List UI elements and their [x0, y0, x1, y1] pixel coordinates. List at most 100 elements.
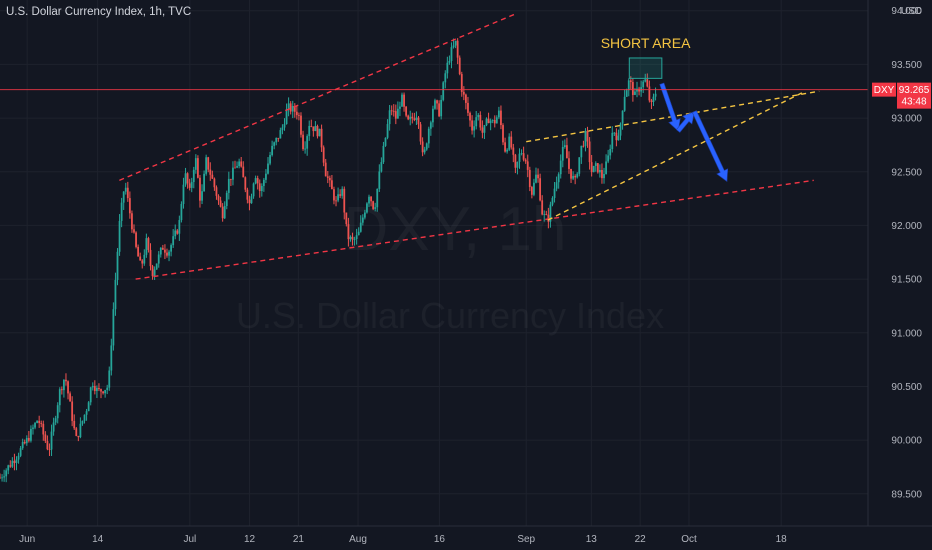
price-badge-symbol-box	[872, 82, 896, 97]
time-tick-label: 12	[244, 534, 256, 545]
candle-body	[343, 188, 346, 213]
candle-body	[44, 434, 47, 442]
candle-body	[291, 106, 294, 112]
candle-body	[23, 442, 26, 444]
candle-body	[225, 192, 228, 206]
time-tick-label: Aug	[349, 534, 367, 545]
candle-body	[601, 170, 603, 179]
candle-body	[460, 74, 463, 92]
candle-body	[17, 455, 20, 460]
candle-body	[153, 269, 156, 277]
candle-body	[508, 136, 511, 150]
candle-body	[423, 149, 426, 153]
candle-body	[217, 195, 220, 201]
candle-body	[539, 178, 542, 201]
candle-body	[617, 135, 620, 141]
candle-body	[120, 202, 123, 221]
candle-body	[279, 130, 282, 139]
candle-body	[592, 166, 595, 173]
candle-body	[543, 214, 546, 215]
candle-body	[139, 256, 142, 261]
candle-body	[557, 174, 560, 183]
time-axis[interactable]: Jun 14 Jul 12 21 Aug 16 Sep 13 22 Oct 18	[0, 525, 932, 545]
candle-body	[269, 155, 271, 164]
time-tick-label: 13	[586, 534, 598, 545]
time-tick-label: Oct	[681, 534, 697, 545]
candle-body	[541, 200, 544, 215]
candle-body	[87, 402, 90, 412]
candle-body	[157, 254, 160, 264]
candle-body	[353, 239, 356, 240]
candle-body	[535, 174, 537, 183]
candle-body	[98, 388, 100, 390]
price-badge-price: 93.265	[899, 85, 930, 96]
candle-body	[372, 201, 375, 209]
candle-body	[623, 96, 626, 111]
short-area-box[interactable]	[628, 57, 663, 79]
candle-body	[382, 145, 385, 163]
candle-body	[648, 86, 651, 101]
candle-body	[93, 385, 96, 391]
channel-lower-line	[135, 179, 814, 280]
candle-body	[227, 178, 230, 193]
candle-body	[458, 57, 461, 75]
candle-body	[30, 428, 32, 441]
candle-body	[621, 110, 624, 124]
candle-body	[586, 130, 589, 142]
candle-body	[67, 381, 69, 394]
candle-body	[116, 251, 119, 280]
candle-body	[52, 422, 55, 432]
time-tick-label: 21	[293, 534, 305, 545]
candle-body	[104, 390, 107, 394]
short-zone-annotation[interactable]: SHORT AREA	[601, 35, 691, 79]
candle-body	[518, 153, 521, 162]
candle-body	[642, 81, 645, 88]
candle-body	[467, 102, 469, 113]
direction-arrow	[692, 110, 729, 182]
price-tick-label: 89.500	[891, 489, 922, 500]
chart-legend[interactable]: U.S. Dollar Currency Index, 1h, TVC	[6, 6, 191, 18]
candle-body	[322, 147, 325, 163]
candle-body	[357, 231, 360, 236]
candle-body	[7, 465, 10, 471]
candle-body	[281, 127, 284, 131]
candle-body	[545, 214, 548, 215]
candle-body	[95, 388, 98, 391]
candle-body	[427, 128, 430, 144]
candle-body	[287, 103, 290, 110]
candle-body	[265, 173, 267, 180]
candle-body	[361, 217, 364, 223]
candle-body	[213, 178, 216, 188]
candle-body	[403, 94, 405, 107]
watermark: DXY, 1h U.S. Dollar Currency Index	[236, 195, 664, 336]
time-tick-label: 14	[92, 534, 104, 545]
candle-body	[405, 106, 408, 116]
candle-body	[440, 99, 443, 117]
candle-body	[547, 214, 550, 222]
candle-body	[363, 212, 366, 218]
candle-body	[308, 125, 311, 137]
candle-body	[54, 418, 57, 423]
candle-body	[396, 108, 399, 119]
candle-body	[252, 183, 255, 197]
price-axis[interactable]: USD 94.000 93.500 93.000 92.500 92.000 91.500…	[867, 0, 922, 526]
candle-body	[530, 187, 533, 195]
drawing-tools[interactable]	[119, 13, 820, 280]
candle-body	[159, 247, 162, 255]
candle-body	[345, 212, 348, 225]
candle-body	[221, 206, 224, 219]
candle-body	[197, 158, 199, 178]
candle-body	[143, 254, 146, 264]
price-tick-label: 90.000	[891, 436, 922, 447]
candle-body	[652, 96, 655, 102]
candle-body	[578, 157, 581, 174]
candle-body	[215, 187, 218, 196]
candle-body	[110, 345, 113, 371]
candle-body	[619, 123, 622, 136]
candle-body	[603, 173, 605, 179]
candle-body	[306, 136, 309, 149]
candle-body	[419, 124, 422, 142]
candle-body	[209, 169, 212, 175]
candle-body	[432, 108, 434, 123]
